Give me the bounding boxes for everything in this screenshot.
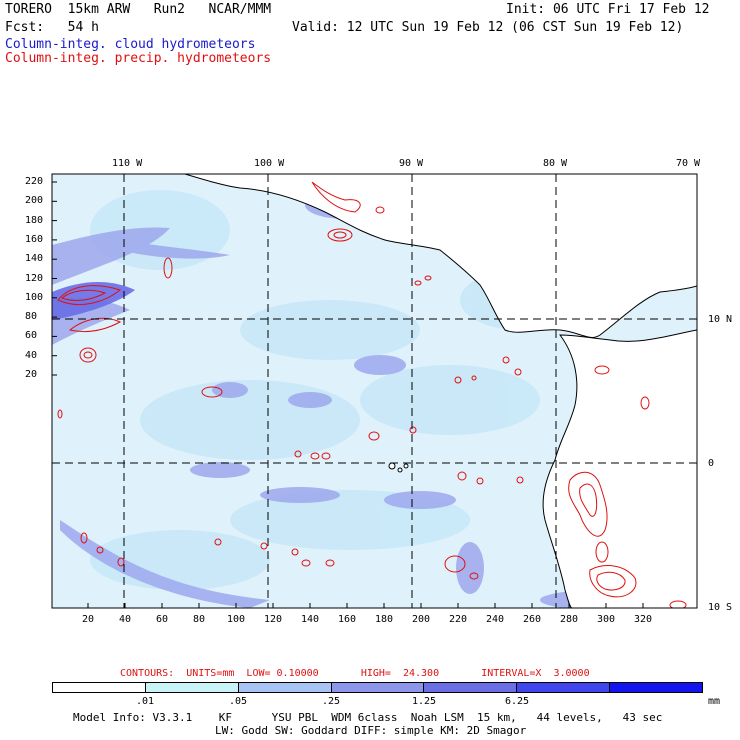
- y-tick-label: 200: [25, 195, 44, 206]
- model-title: TORERO 15km ARW Run2 NCAR/MMM: [5, 2, 272, 17]
- model-info-line1: Model Info: V3.3.1 KF YSU PBL WDM 6class…: [73, 711, 663, 724]
- contours-info: CONTOURS: UNITS=mm LOW= 0.10000 HIGH= 24…: [120, 668, 590, 679]
- south-america-coastline: [542, 329, 697, 608]
- x-tick-label: 40: [118, 614, 132, 625]
- x-tick-label: 260: [522, 614, 542, 625]
- y-tick-label: 40: [25, 350, 38, 361]
- x-tick-label: 220: [448, 614, 468, 625]
- mexico-coastline: [184, 174, 697, 338]
- colorbar-label: .01: [135, 696, 155, 707]
- colorbar-segment: [145, 683, 239, 692]
- colorbar-segment: [331, 683, 425, 692]
- longitude-label: 80 W: [543, 158, 568, 169]
- latitude-label: 10 N: [708, 314, 733, 325]
- lat-lon-grid: [52, 174, 697, 608]
- x-tick-label: 140: [300, 614, 320, 625]
- y-tick-label: 180: [25, 215, 44, 226]
- model-info-line2: LW: Godd SW: Goddard DIFF: simple KM: 2D…: [215, 724, 527, 737]
- colorbar-label: 1.25: [411, 696, 437, 707]
- x-tick-label: 100: [226, 614, 246, 625]
- x-tick-label: 320: [633, 614, 653, 625]
- x-tick-label: 80: [192, 614, 206, 625]
- x-tick-label: 300: [596, 614, 616, 625]
- x-tick-label: 280: [559, 614, 579, 625]
- x-tick-label: 20: [81, 614, 95, 625]
- colorbar-label: 6.25: [504, 696, 530, 707]
- colorbar: [52, 682, 703, 693]
- precip-field-label: Column-integ. precip. hydrometeors: [5, 51, 272, 66]
- colorbar-label: .05: [228, 696, 248, 707]
- x-tick-label: 200: [411, 614, 431, 625]
- y-tick-label: 100: [25, 292, 44, 303]
- x-tick-label: 160: [337, 614, 357, 625]
- colorbar-segment: [53, 683, 146, 692]
- latitude-label: 0: [708, 458, 715, 469]
- x-tick-label: 60: [155, 614, 169, 625]
- cloud-field-label: Column-integ. cloud hydrometeors: [5, 37, 256, 52]
- y-tick-label: 120: [25, 273, 44, 284]
- init-time: Init: 06 UTC Fri 17 Feb 12: [506, 2, 710, 17]
- colorbar-unit: mm: [707, 696, 721, 707]
- longitude-label: 100 W: [254, 158, 285, 169]
- y-tick-label: 160: [25, 234, 44, 245]
- longitude-label: 70 W: [676, 158, 701, 169]
- precip-contours: [57, 181, 687, 608]
- colorbar-segment: [517, 683, 611, 692]
- longitude-label: 110 W: [112, 158, 143, 169]
- colorbar-segment: [424, 683, 518, 692]
- colorbar-segment: [238, 683, 332, 692]
- latitude-label: 10 S: [708, 602, 733, 613]
- colorbar-label: .25: [321, 696, 341, 707]
- galapagos-islands: [388, 462, 409, 473]
- y-tick-label: 60: [25, 330, 38, 341]
- y-tick-label: 80: [25, 311, 38, 322]
- plot-frame: [51, 173, 698, 609]
- y-tick-label: 140: [25, 253, 44, 264]
- y-tick-label: 220: [25, 176, 44, 187]
- x-tick-label: 180: [374, 614, 394, 625]
- y-tick-label: 20: [25, 369, 38, 380]
- valid-time: Valid: 12 UTC Sun 19 Feb 12 (06 CST Sun …: [292, 20, 684, 35]
- land-areas: [184, 174, 697, 608]
- tick-marks: [52, 181, 644, 608]
- longitude-label: 90 W: [399, 158, 424, 169]
- forecast-hour: Fcst: 54 h: [5, 20, 99, 35]
- x-tick-label: 120: [263, 614, 283, 625]
- colorbar-segment: [610, 683, 703, 692]
- x-tick-label: 240: [485, 614, 505, 625]
